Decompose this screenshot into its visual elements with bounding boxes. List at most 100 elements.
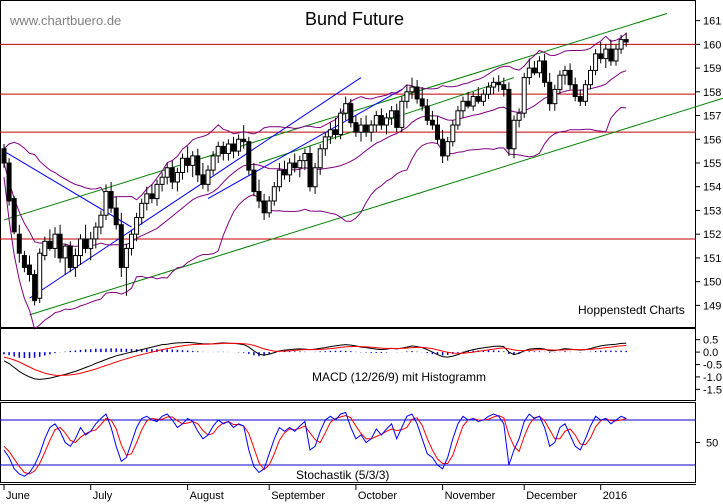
price-tick-label: 158 <box>703 87 721 99</box>
green-trendline <box>3 13 668 221</box>
candle-body <box>455 110 461 126</box>
chart-title: Bund Future <box>305 9 404 29</box>
price-tick-label: 161 <box>703 16 721 28</box>
watermark: www.chartbuero.de <box>9 13 121 28</box>
candle-body <box>139 202 145 219</box>
price-panel-frame <box>0 0 696 328</box>
price-tick-label: 154 <box>703 182 721 194</box>
month-label: November <box>445 490 496 502</box>
candle-body <box>470 96 476 107</box>
candle-body <box>88 238 94 249</box>
price-tick-label: 149 <box>703 300 721 312</box>
candle-body <box>103 190 109 216</box>
blue-trendline <box>3 150 132 228</box>
price-tick-label: 152 <box>703 229 721 241</box>
candle-body <box>282 169 287 176</box>
candle-body <box>302 153 308 162</box>
candle-body <box>118 224 124 268</box>
candle-body <box>327 129 333 138</box>
candle-body <box>348 103 354 124</box>
candle-body <box>399 100 405 128</box>
candle-body <box>72 255 78 268</box>
candle-body <box>588 69 593 86</box>
candle-body <box>486 86 491 95</box>
candle-body <box>542 60 548 83</box>
candle-body <box>93 226 99 240</box>
candle-body <box>159 176 165 185</box>
candle-body <box>516 112 522 121</box>
candle-body <box>409 86 415 93</box>
price-tick-label: 155 <box>703 158 721 170</box>
credit-label: Hoppenstedt Charts <box>578 303 685 317</box>
candle-body <box>531 67 537 74</box>
candle-body <box>21 255 27 268</box>
price-tick-label: 151 <box>703 253 721 265</box>
price-tick-label: 156 <box>703 134 721 146</box>
candle-body <box>271 186 277 202</box>
candle-body <box>62 245 68 259</box>
candle-body <box>108 190 114 209</box>
price-tick-label: 159 <box>703 63 721 75</box>
candle-body <box>435 124 440 140</box>
candle-body <box>292 162 298 169</box>
candle-body <box>123 247 129 268</box>
candle-body <box>205 169 211 185</box>
candle-body <box>297 160 303 169</box>
candle-body <box>475 96 481 102</box>
candle-body <box>180 157 185 173</box>
candle-body <box>552 88 558 105</box>
candle-body <box>384 117 389 126</box>
candle-body <box>608 48 614 62</box>
candle-body <box>144 193 150 204</box>
candle-body <box>287 162 293 176</box>
bollinger-lower <box>3 106 627 330</box>
candle-body <box>333 129 338 136</box>
month-label: July <box>93 490 113 502</box>
candle-body <box>154 183 160 200</box>
candle-body <box>521 77 527 114</box>
candle-body <box>480 93 486 102</box>
candle-body <box>353 122 359 133</box>
price-tick-label: 160 <box>703 39 721 51</box>
candle-body <box>174 171 180 183</box>
candle-body <box>276 169 282 188</box>
candle-body <box>11 198 17 233</box>
candle-body <box>582 84 588 102</box>
candle-body <box>557 74 563 90</box>
candle-body <box>445 141 451 157</box>
candle-body <box>572 84 578 98</box>
candle-body <box>317 148 323 169</box>
candle-body <box>460 100 466 112</box>
candle-body <box>623 39 629 43</box>
candle-body <box>195 155 201 176</box>
candle-body <box>491 81 497 88</box>
month-label: August <box>190 490 224 502</box>
candle-body <box>251 169 257 192</box>
candle-body <box>537 60 542 74</box>
candle-body <box>373 115 379 126</box>
candle-body <box>16 233 22 254</box>
candle-body <box>363 124 369 133</box>
candle-body <box>83 238 89 249</box>
candle-body <box>562 69 568 76</box>
candle-body <box>394 110 400 128</box>
candle-body <box>231 143 236 152</box>
candle-body <box>368 124 374 133</box>
candle-body <box>378 115 384 126</box>
candle-body <box>129 233 134 249</box>
candle-body <box>164 167 170 178</box>
candle-body <box>419 98 425 107</box>
macd-tick-label: -1.0 <box>703 372 722 384</box>
candle-body <box>215 145 221 157</box>
candle-body <box>236 138 242 152</box>
candle-body <box>246 141 252 171</box>
candle-body <box>200 174 206 185</box>
candle-body <box>220 145 226 155</box>
candle-body <box>113 207 119 226</box>
candle-body <box>1 148 7 164</box>
candle-body <box>169 167 175 183</box>
candle-body <box>256 190 262 202</box>
candle-body <box>134 217 140 235</box>
macd-panel-frame <box>0 328 696 401</box>
